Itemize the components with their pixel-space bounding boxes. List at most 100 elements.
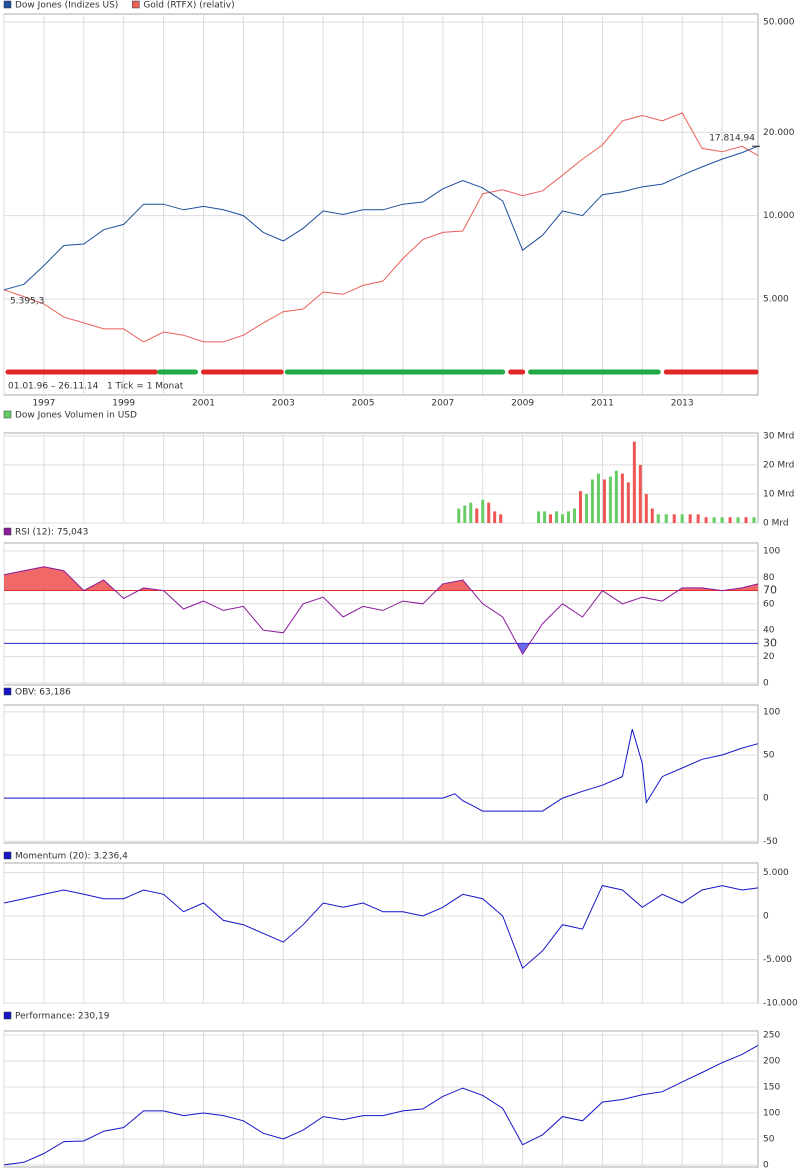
volume-bar <box>736 517 740 523</box>
y-tick-label: 10.000 <box>763 211 795 221</box>
y-tick-label: 30 Mrd <box>763 431 794 441</box>
volume-bar <box>475 508 479 523</box>
header-swatch <box>3 851 12 860</box>
volume-bar <box>728 517 732 523</box>
panel-title: RSI (12): 75,043 <box>15 528 88 538</box>
y-tick-label: 0 Mrd <box>763 519 789 529</box>
y-tick-label: -50 <box>763 837 778 847</box>
volume-bar <box>744 517 748 523</box>
series-line <box>3 112 759 343</box>
x-tick-label: 2003 <box>272 399 295 409</box>
volume-bar <box>614 470 618 523</box>
volume-bar <box>555 511 559 523</box>
x-tick-label: 2011 <box>591 399 614 409</box>
y-tick-label: 0 <box>763 794 769 804</box>
indicator-line <box>4 728 759 812</box>
x-tick-label: 2009 <box>511 399 534 409</box>
header-swatch <box>3 1011 12 1020</box>
x-tick-label: 1997 <box>32 399 55 409</box>
legend-swatch <box>3 0 12 9</box>
volume-bar <box>567 511 571 523</box>
x-tick-label: 2005 <box>352 399 375 409</box>
volume-bar <box>626 482 630 523</box>
y-tick-label: 250 <box>763 1031 780 1041</box>
volume-bar <box>664 514 668 523</box>
y-tick-label: 0 <box>763 1160 769 1170</box>
y-tick-label: 40 <box>763 626 775 636</box>
y-tick-label: 100 <box>763 707 780 717</box>
volume-bar <box>596 473 600 523</box>
indicator-line <box>3 885 759 970</box>
y-tick-label: 80 <box>763 573 775 583</box>
volume-bar <box>602 479 606 523</box>
y-tick-label: 70 <box>763 584 777 597</box>
y-tick-label: 200 <box>763 1057 780 1067</box>
panel-frame <box>3 1030 759 1168</box>
panel-frame <box>3 862 759 1004</box>
y-tick-label: -5.000 <box>763 955 792 965</box>
panel-title: Performance: 230,19 <box>15 1012 110 1022</box>
y-tick-label: 5.000 <box>763 868 789 878</box>
panel-title: Momentum (20): 3.236,4 <box>15 852 128 862</box>
value-label: 5.395,3 <box>10 296 44 306</box>
volume-bar <box>469 502 473 523</box>
panel-frame <box>3 432 759 524</box>
volume-bar <box>463 505 467 523</box>
legend-label: Gold (RTFX) (relativ) <box>143 1 234 11</box>
volume-bar <box>561 514 565 523</box>
value-label: 17.814,94 <box>709 134 755 144</box>
volume-bar <box>688 514 692 523</box>
y-tick-label: 0 <box>763 679 769 689</box>
volume-bar <box>638 464 642 523</box>
volume-bar <box>549 514 553 523</box>
y-tick-label: 50.000 <box>763 18 795 28</box>
y-tick-label: 30 <box>763 636 777 649</box>
volume-bar <box>608 476 612 523</box>
panel-frame <box>3 704 759 844</box>
y-tick-label: 100 <box>763 546 780 556</box>
volume-bar <box>680 514 684 523</box>
volume-bar <box>578 491 582 523</box>
x-tick-label: 2007 <box>431 399 454 409</box>
volume-bar <box>712 517 716 523</box>
x-tick-label: 1999 <box>112 399 135 409</box>
panel-frame <box>3 13 759 396</box>
legend-label: Dow Jones (Indizes US) <box>15 1 118 11</box>
header-swatch <box>3 527 12 536</box>
y-tick-label: 10 Mrd <box>763 489 794 499</box>
y-tick-label: 50 <box>763 1134 775 1144</box>
volume-bar <box>672 514 676 523</box>
y-tick-label: 20 Mrd <box>763 460 794 470</box>
volume-bar <box>537 511 541 523</box>
y-tick-label: 20.000 <box>763 128 795 138</box>
indicator-line <box>3 1044 759 1166</box>
date-range-note: 01.01.96 – 26.11.14 1 Tick = 1 Monat <box>8 382 184 392</box>
y-tick-label: 50 <box>763 751 775 761</box>
y-tick-label: 150 <box>763 1083 780 1093</box>
x-tick-label: 2001 <box>192 399 215 409</box>
volume-bar <box>656 514 660 523</box>
volume-bar <box>493 511 497 523</box>
volume-bar <box>704 517 708 523</box>
indicator-line <box>3 566 759 655</box>
y-tick-label: 5.000 <box>763 294 789 304</box>
y-tick-label: 20 <box>763 652 775 662</box>
panel-title: OBV: 63,186 <box>15 688 71 698</box>
header-swatch <box>3 410 12 419</box>
volume-bar <box>584 493 588 523</box>
volume-bar <box>457 508 461 523</box>
panel-title: Dow Jones Volumen in USD <box>15 411 137 421</box>
y-tick-label: 0 <box>763 912 769 922</box>
panel-frame <box>3 542 759 686</box>
volume-bar <box>543 511 547 523</box>
volume-bar <box>650 508 654 523</box>
x-tick-label: 2013 <box>671 399 694 409</box>
volume-bar <box>590 479 594 523</box>
volume-bar <box>572 508 576 523</box>
volume-bar <box>499 514 503 523</box>
header-swatch <box>3 687 12 696</box>
volume-bar <box>620 473 624 523</box>
volume-bar <box>481 499 485 523</box>
volume-bar <box>752 517 756 523</box>
